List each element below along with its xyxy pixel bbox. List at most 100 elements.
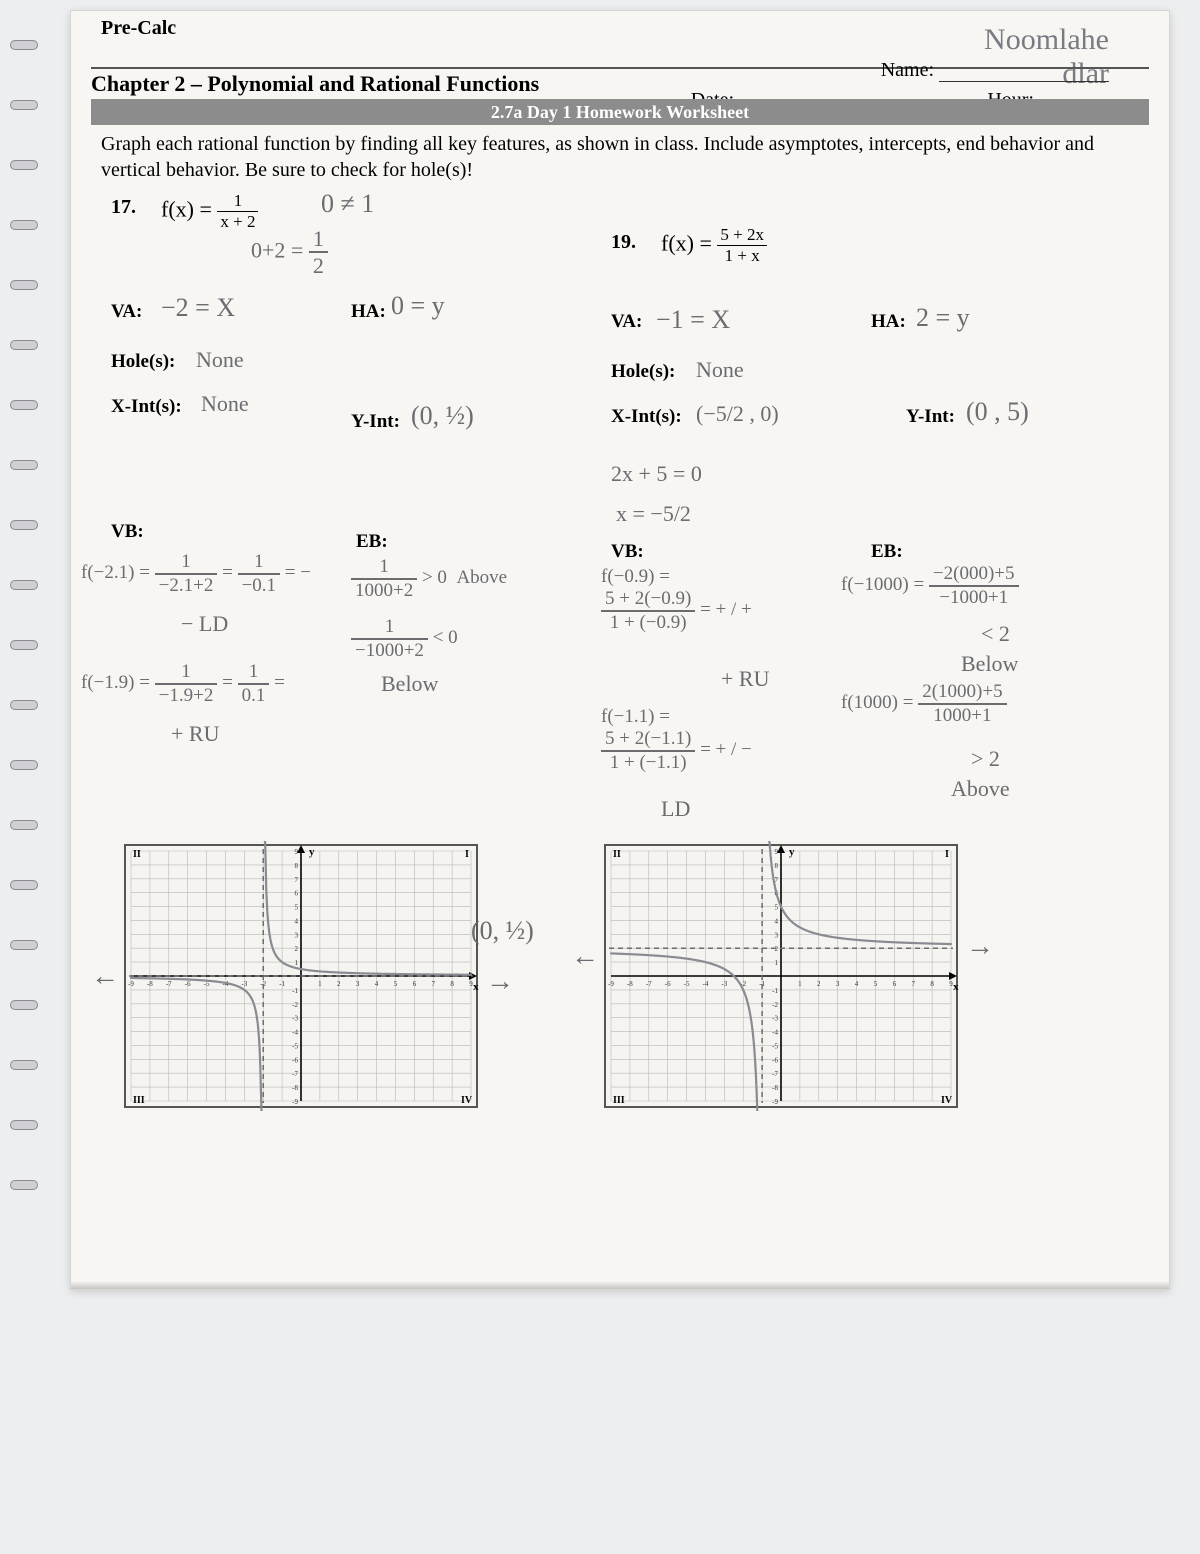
p17-vb2-f2d: 0.1 (238, 685, 270, 707)
p19-eb-label: EB: (871, 541, 903, 563)
p17-vb1-f2d: −0.1 (238, 575, 280, 597)
p17-vb1-lhs: f(−2.1) = (81, 562, 150, 583)
p17-vb2: f(−1.9) = 1−1.9+2 = 10.1 = (81, 661, 285, 707)
p19-vb2-lhs: f(−1.1) = (601, 706, 670, 727)
p17-xint: None (201, 391, 249, 416)
p17-vb1: f(−2.1) = 1−2.1+2 = 1−0.1 = − (81, 551, 311, 597)
p17-check2-lhs: 0+2 = (251, 237, 303, 262)
spiral-binding (10, 40, 50, 1280)
instructions: Graph each rational function by finding … (101, 131, 1139, 183)
svg-text:5: 5 (394, 980, 398, 988)
svg-text:-6: -6 (665, 980, 671, 988)
svg-text:-4: -4 (772, 1029, 778, 1037)
svg-text:-8: -8 (772, 1084, 778, 1092)
svg-text:II: II (133, 849, 141, 860)
page-bottom-shadow (71, 1281, 1169, 1289)
p19-vb2-n: 5 + 2(−1.1) (601, 728, 695, 752)
p17-func: f(x) = 1 x + 2 (161, 191, 258, 232)
p19-func-den: 1 + x (717, 246, 767, 266)
p19-eb1: f(−1000) = −2(000)+5−1000+1 (841, 563, 1019, 609)
svg-text:x: x (953, 981, 959, 993)
p19-eb1-word: Below (961, 651, 1018, 676)
svg-text:-8: -8 (147, 980, 153, 988)
name-blank (939, 60, 1109, 82)
svg-text:8: 8 (775, 862, 779, 870)
p17-vb1-f1d: −2.1+2 (155, 575, 218, 597)
p17-eb1-word: Above (456, 567, 507, 588)
svg-text:8: 8 (295, 862, 299, 870)
svg-text:-6: -6 (185, 980, 191, 988)
svg-text:5: 5 (295, 904, 299, 912)
p19-vb2-sign: = + / − (700, 739, 752, 760)
svg-text:y: y (309, 846, 315, 858)
p17-va: −2 = X (161, 293, 235, 323)
p19-eb1-n: −2(000)+5 (929, 563, 1019, 587)
svg-text:-2: -2 (292, 1001, 298, 1009)
svg-text:-5: -5 (292, 1042, 298, 1050)
p19-eb2-cmp: > 2 (971, 746, 1000, 771)
svg-text:-2: -2 (772, 1001, 778, 1009)
svg-text:-4: -4 (703, 980, 709, 988)
svg-text:-7: -7 (772, 1070, 778, 1078)
p17-eb2-n: 1 (351, 616, 428, 640)
p19-holes: None (696, 357, 744, 382)
p19-ha-label: HA: (871, 311, 906, 333)
p17-eb1: 11000+2 > 0 Above (351, 556, 507, 602)
p17-check2: 0+2 = 1 2 (251, 226, 328, 279)
svg-text:I: I (945, 849, 949, 860)
svg-text:-9: -9 (772, 1098, 778, 1106)
p19-vb1-d: 1 + (−0.9) (601, 612, 695, 634)
p19-solve1: 2x + 5 = 0 (611, 461, 702, 486)
p17-check1: 0 ≠ 1 (321, 189, 374, 219)
svg-text:-9: -9 (128, 980, 134, 988)
svg-text:3: 3 (836, 980, 840, 988)
p19-number: 19. (611, 231, 636, 254)
svg-text:-9: -9 (292, 1098, 298, 1106)
svg-text:1: 1 (798, 980, 802, 988)
svg-text:7: 7 (911, 980, 915, 988)
p17-vb1-res: − LD (181, 611, 228, 636)
svg-text:4: 4 (295, 917, 299, 925)
p17-xint-label: X-Int(s): (111, 396, 182, 418)
p19-va-label: VA: (611, 311, 642, 333)
svg-text:-1: -1 (279, 980, 285, 988)
p19-func-lhs: f(x) = (661, 231, 712, 256)
p17-check2-d: 2 (309, 253, 328, 278)
p17-vb1-tail: = − (285, 562, 311, 583)
p17-func-num: 1 (217, 191, 258, 212)
p17-vb1-f2n: 1 (238, 551, 280, 575)
svg-text:x: x (473, 981, 479, 993)
svg-text:-8: -8 (627, 980, 633, 988)
p19-eb2-d: 1000+1 (918, 705, 1006, 727)
worksheet-title-bar: 2.7a Day 1 Homework Worksheet (91, 99, 1149, 125)
svg-text:9: 9 (295, 848, 299, 856)
p17-vb-label: VB: (111, 521, 144, 543)
p17-eb2-word: Below (381, 671, 438, 696)
p17-vb1-f1n: 1 (155, 551, 218, 575)
p17-vb2-f1d: −1.9+2 (155, 685, 218, 707)
svg-text:-1: -1 (772, 987, 778, 995)
svg-text:-5: -5 (684, 980, 690, 988)
svg-text:-9: -9 (608, 980, 614, 988)
p19-xint: (−5/2 , 0) (696, 401, 779, 426)
svg-text:-7: -7 (646, 980, 652, 988)
svg-text:3: 3 (356, 980, 360, 988)
svg-text:7: 7 (295, 876, 299, 884)
p19-yint-label: Y-Int: (906, 406, 955, 428)
graph17-point-label: (0, ½) (471, 916, 534, 946)
p19-func-num: 5 + 2x (717, 225, 767, 246)
p19-xint-label: X-Int(s): (611, 406, 682, 428)
svg-text:-5: -5 (772, 1042, 778, 1050)
p19-func: f(x) = 5 + 2x 1 + x (661, 225, 767, 266)
svg-text:2: 2 (295, 945, 299, 953)
svg-text:2: 2 (817, 980, 821, 988)
graph-19: -9-9-8-8-7-7-6-6-5-5-4-4-3-3-2-2-1-11122… (601, 841, 961, 1111)
svg-text:-6: -6 (772, 1056, 778, 1064)
svg-text:IV: IV (461, 1095, 473, 1106)
p17-vb2-f1n: 1 (155, 661, 218, 685)
p19-vb2-res: LD (661, 796, 690, 821)
svg-text:-3: -3 (721, 980, 727, 988)
p19-vb1-n: 5 + 2(−0.9) (601, 588, 695, 612)
p19-vb2-d: 1 + (−1.1) (601, 752, 695, 774)
svg-text:9: 9 (775, 848, 779, 856)
